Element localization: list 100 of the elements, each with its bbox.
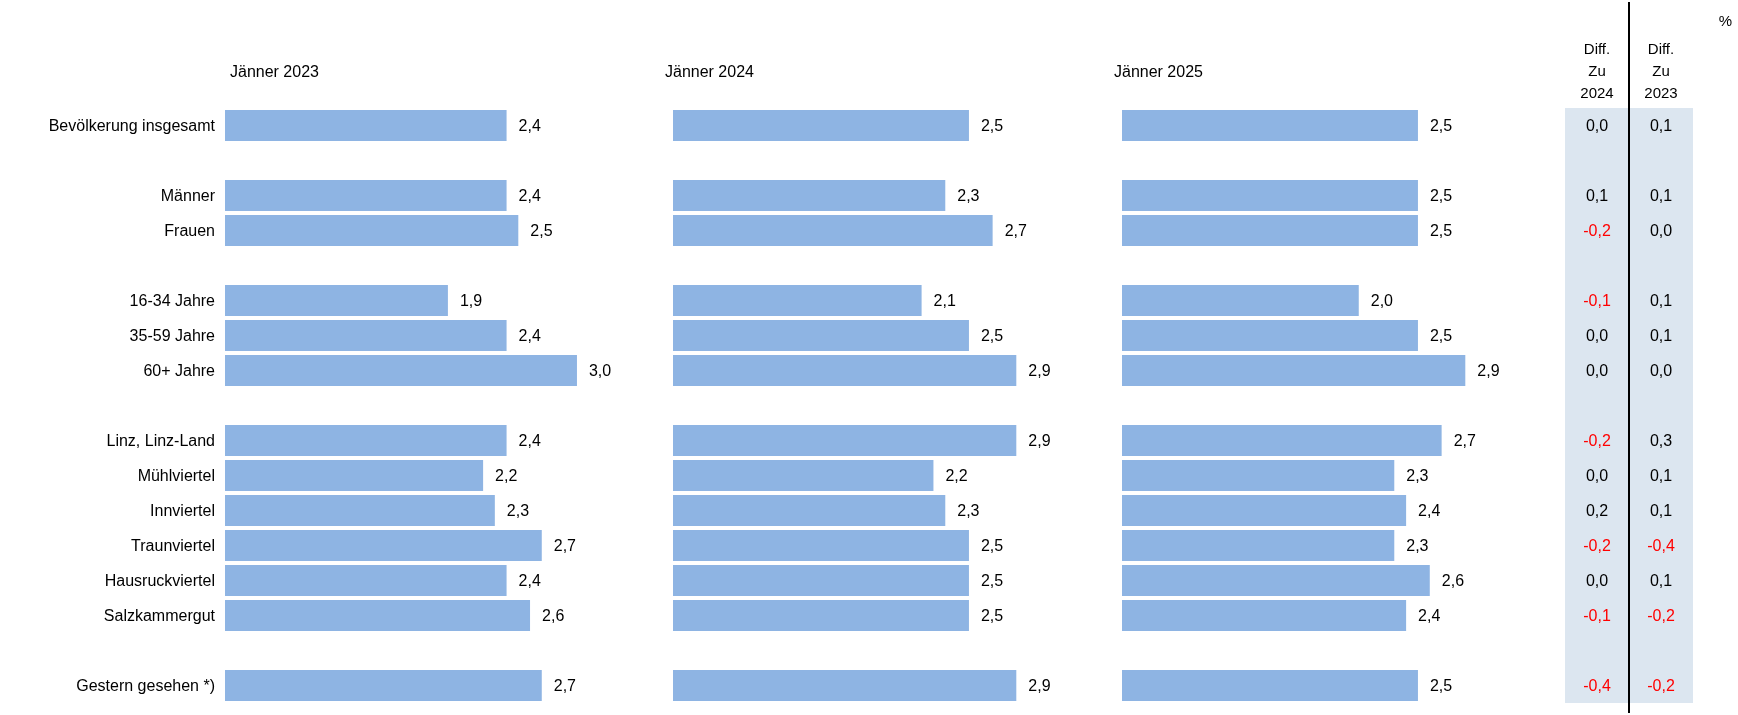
bar <box>225 215 519 246</box>
bar <box>673 600 969 631</box>
bar <box>1122 600 1407 631</box>
bar <box>1122 285 1359 316</box>
data-label: 2,7 <box>1004 222 1027 239</box>
bar <box>225 110 507 141</box>
text: 0,1 <box>1649 327 1673 344</box>
bar <box>1122 215 1418 246</box>
text: 0,2 <box>1585 502 1609 519</box>
text: 0,3 <box>1649 432 1673 449</box>
data-label: 2,6 <box>1441 572 1465 589</box>
chart-title: Jänner 2025 <box>1114 62 1204 80</box>
y-tick-label: Hausruckviertel <box>104 572 215 589</box>
bar <box>225 530 542 561</box>
y-tick-label: Frauen <box>164 222 215 239</box>
text: -0,2 <box>1647 677 1675 694</box>
text: 0,1 <box>1649 187 1673 204</box>
category-label: Diff. Zu 2023 <box>1643 39 1679 103</box>
bar <box>225 600 531 631</box>
y-tick-label: Salzkammergut <box>103 607 216 624</box>
data-label: 2,0 <box>1370 292 1394 309</box>
bar <box>1122 495 1407 526</box>
data-label: 2,3 <box>957 502 980 519</box>
data-label: 2,7 <box>553 677 577 694</box>
data-label: 2,4 <box>518 327 541 344</box>
data-label: 2,5 <box>1429 677 1453 694</box>
bar <box>1122 460 1395 491</box>
y-tick-label: Bevölkerung insgesamt <box>48 117 216 134</box>
y-tick-label: Gestern gesehen *) <box>76 677 215 694</box>
y-tick-label: 60+ Jahre <box>143 362 216 379</box>
text: 0,1 <box>1649 117 1673 134</box>
data-label: 2,2 <box>945 467 968 484</box>
data-label: 2,9 <box>1028 677 1051 694</box>
text: -0,1 <box>1583 292 1611 309</box>
text: 0,1 <box>1649 572 1673 589</box>
bar <box>225 355 577 386</box>
data-label: 2,4 <box>1418 502 1441 519</box>
data-label: 2,4 <box>518 572 541 589</box>
bar <box>1122 180 1418 211</box>
text: 0,0 <box>1585 467 1609 484</box>
bar <box>1122 565 1430 596</box>
bar <box>673 355 1017 386</box>
text: -0,1 <box>1583 607 1611 624</box>
data-label: 2,4 <box>1418 607 1441 624</box>
y-tick-label: 16-34 Jahre <box>129 292 216 309</box>
bar <box>225 495 495 526</box>
bar <box>673 530 969 561</box>
bar <box>673 215 993 246</box>
data-label: 2,5 <box>980 327 1004 344</box>
data-label: 2,9 <box>1028 432 1051 449</box>
data-label: 2,3 <box>506 502 530 519</box>
text: 0,1 <box>1585 187 1609 204</box>
y-tick-label: 35-59 Jahre <box>129 327 216 344</box>
text: 0,1 <box>1649 467 1673 484</box>
chart-title: Jänner 2024 <box>665 62 755 80</box>
data-label: 2,3 <box>1406 537 1429 554</box>
data-label: 2,7 <box>553 537 577 554</box>
text: 0,0 <box>1585 572 1609 589</box>
bar <box>225 285 448 316</box>
bar <box>673 180 946 211</box>
y-tick-label: Mühlviertel <box>137 467 215 484</box>
bar <box>225 180 507 211</box>
text: 0,0 <box>1585 362 1609 379</box>
text: -0,2 <box>1583 537 1611 554</box>
bar <box>225 460 484 491</box>
text: % <box>1718 12 1732 29</box>
text: 0,1 <box>1649 292 1673 309</box>
data-label: 2,4 <box>518 187 541 204</box>
data-label: 2,4 <box>518 432 541 449</box>
data-label: 2,5 <box>530 222 553 239</box>
bar <box>673 565 969 596</box>
data-label: 2,5 <box>1429 222 1453 239</box>
text: 0,0 <box>1585 327 1609 344</box>
data-label: 2,9 <box>1028 362 1051 379</box>
data-label: 2,7 <box>1453 432 1476 449</box>
text: -0,4 <box>1583 677 1611 694</box>
y-tick-label: Traunviertel <box>131 537 215 554</box>
bar <box>225 670 542 701</box>
data-label: 1,9 <box>459 292 483 309</box>
data-label: 2,3 <box>957 187 980 204</box>
data-label: 2,4 <box>518 117 541 134</box>
bar <box>225 425 507 456</box>
data-label: 2,2 <box>495 467 518 484</box>
data-label: 2,5 <box>980 572 1004 589</box>
data-label: 2,5 <box>1429 187 1453 204</box>
y-tick-label: Innviertel <box>150 502 215 519</box>
bar <box>673 285 922 316</box>
bar <box>673 460 934 491</box>
bar <box>673 495 946 526</box>
data-label: 2,5 <box>980 537 1004 554</box>
text: -0,4 <box>1647 537 1675 554</box>
bar <box>673 320 969 351</box>
data-label: 2,1 <box>933 292 956 309</box>
data-label: 2,6 <box>542 607 565 624</box>
bar <box>1122 320 1418 351</box>
bar <box>1122 530 1395 561</box>
bar <box>673 425 1017 456</box>
text: -0,2 <box>1583 432 1611 449</box>
data-label: 3,0 <box>588 362 612 379</box>
data-label: 2,5 <box>1429 327 1453 344</box>
